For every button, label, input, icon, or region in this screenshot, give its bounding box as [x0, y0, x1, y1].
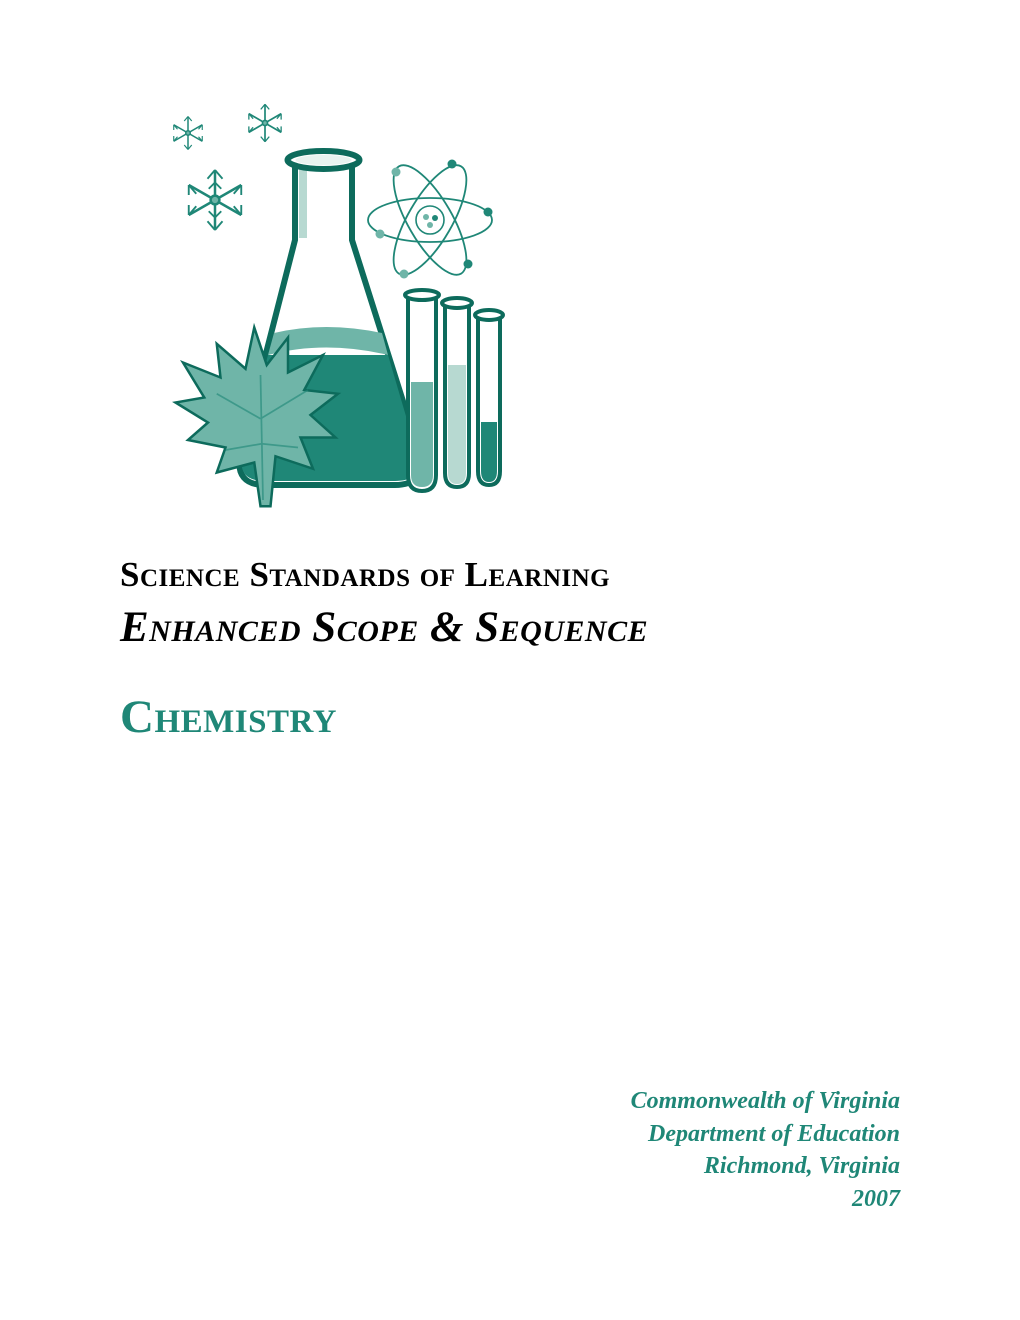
footer-line-2: Department of Education — [631, 1118, 900, 1150]
footer-line-4: 2007 — [631, 1183, 900, 1215]
title-line-3: Chemistry — [120, 690, 900, 744]
title-block: Science Standards of Learning Enhanced S… — [120, 555, 900, 744]
footer-line-3: Richmond, Virginia — [631, 1150, 900, 1182]
footer-block: Commonwealth of Virginia Department of E… — [631, 1085, 900, 1215]
chemistry-illustration — [120, 95, 540, 515]
atom-icon — [368, 155, 493, 284]
document-page: Science Standards of Learning Enhanced S… — [0, 0, 1020, 1320]
title-line-2: Enhanced Scope & Sequence — [120, 603, 900, 652]
footer-line-1: Commonwealth of Virginia — [631, 1085, 900, 1117]
snowflake-icon — [174, 117, 203, 150]
chemistry-svg — [120, 95, 540, 515]
snowflake-icon — [249, 104, 281, 141]
title-line-1: Science Standards of Learning — [120, 555, 900, 595]
test-tubes-icon — [405, 290, 503, 491]
snowflake-icon — [189, 170, 242, 230]
